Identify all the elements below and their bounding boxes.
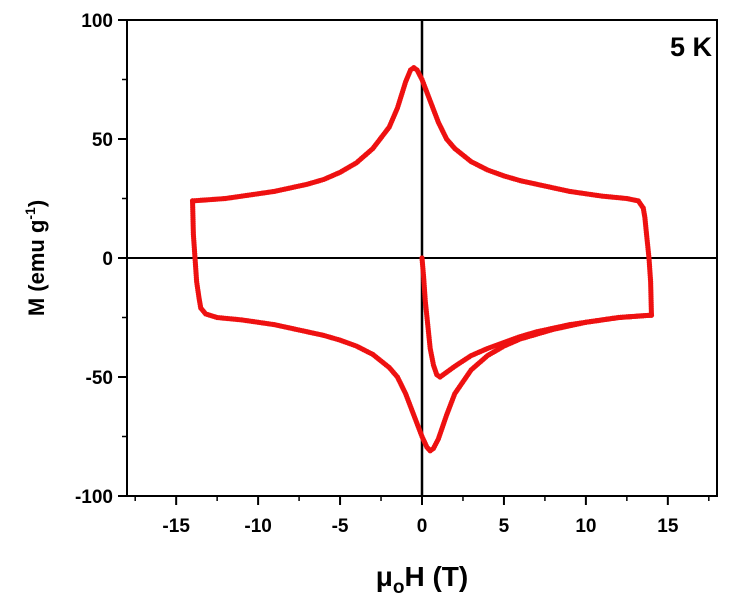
- y-tick-label: -50: [86, 368, 113, 389]
- x-tick-label: -10: [244, 516, 271, 537]
- temperature-annotation: 5 K: [670, 32, 713, 62]
- x-axis-title-sub: o: [393, 577, 405, 598]
- y-axis-title-sup: -1: [22, 207, 38, 220]
- x-axis-title-rest: H (T): [404, 561, 468, 592]
- x-tick-label: -15: [162, 516, 190, 537]
- x-tick-label: 0: [417, 516, 428, 537]
- y-axis-title-rest: ): [24, 200, 49, 207]
- x-axis-title-mu: μ: [376, 561, 393, 592]
- y-tick-label: 0: [102, 249, 113, 270]
- y-tick-label: 50: [92, 130, 113, 151]
- x-tick-label: -5: [332, 516, 349, 537]
- y-tick-label: 100: [81, 11, 113, 32]
- x-tick-label: 5: [499, 516, 510, 537]
- x-axis-title: μoH (T): [376, 561, 469, 598]
- y-tick-label: -100: [75, 487, 113, 508]
- x-tick-label: 10: [575, 516, 596, 537]
- y-axis-title: M (emu g-1): [22, 200, 49, 316]
- data-point: [648, 312, 655, 318]
- y-axis-title-main: M (emu g: [24, 220, 49, 317]
- x-tick-label: 15: [657, 516, 679, 537]
